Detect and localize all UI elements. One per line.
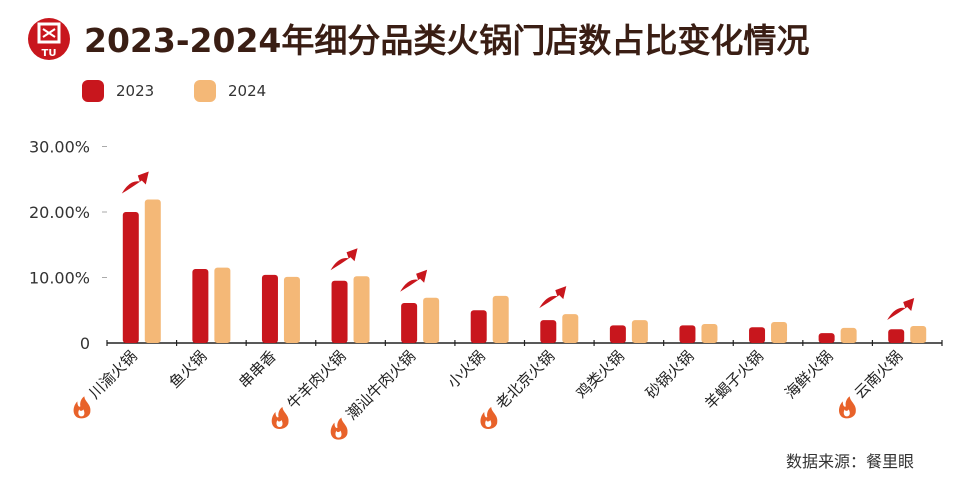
bar-2023 bbox=[331, 280, 348, 343]
bar-2023 bbox=[749, 327, 766, 343]
data-source: 数据来源：餐里眼 bbox=[786, 452, 915, 471]
legend-item-2024: 2024 bbox=[194, 80, 266, 102]
legend-label-2023: 2023 bbox=[116, 82, 155, 100]
fire-icon bbox=[271, 407, 289, 430]
trend-up-arrow-icon bbox=[400, 269, 428, 292]
bar-2024 bbox=[910, 325, 927, 343]
x-tick-label: 砂锅火锅 bbox=[642, 347, 697, 402]
bar-2023 bbox=[192, 268, 209, 343]
bar-2023 bbox=[679, 325, 696, 343]
bar-2024 bbox=[353, 276, 370, 343]
legend-swatch-2023 bbox=[82, 80, 104, 102]
bar-2024 bbox=[771, 322, 788, 343]
fire-icon bbox=[73, 396, 91, 419]
x-tick-label: 潮汕牛肉火锅 bbox=[343, 347, 419, 423]
bar-2023 bbox=[470, 310, 487, 343]
bar-2023 bbox=[540, 320, 557, 343]
page-title: 2023-2024年细分品类火锅门店数占比变化情况 bbox=[84, 21, 810, 60]
logo-icon: TU bbox=[28, 18, 70, 60]
fire-icon bbox=[330, 417, 348, 440]
x-tick-label: 串串香 bbox=[235, 347, 280, 392]
bar-2023 bbox=[609, 325, 626, 343]
y-tick-label: 20.00% bbox=[29, 203, 90, 222]
bar-2024 bbox=[562, 314, 579, 343]
bar-2023 bbox=[818, 333, 835, 343]
legend-swatch-2024 bbox=[194, 80, 216, 102]
bar-2023 bbox=[261, 274, 278, 343]
bar-2024 bbox=[214, 267, 231, 343]
bar-2024 bbox=[701, 324, 718, 343]
x-tick-label: 川渝火锅 bbox=[85, 347, 140, 402]
legend-item-2023: 2023 bbox=[82, 80, 154, 102]
x-tick-label: 鱼火锅 bbox=[166, 347, 211, 392]
trend-up-arrow-icon bbox=[121, 171, 149, 194]
trend-up-arrow-icon bbox=[887, 297, 915, 320]
x-tick-label: 老北京火锅 bbox=[492, 347, 558, 413]
bar-2024 bbox=[840, 327, 857, 343]
fire-icon bbox=[480, 407, 498, 430]
bar-2023 bbox=[122, 212, 139, 343]
x-tick-label: 鸡类火锅 bbox=[573, 347, 628, 402]
bar-2024 bbox=[492, 295, 509, 343]
bar-2023 bbox=[401, 303, 418, 343]
y-tick-label: 0 bbox=[80, 334, 90, 353]
x-tick-label: 牛羊肉火锅 bbox=[284, 347, 350, 413]
bar-2023 bbox=[888, 329, 905, 343]
logo-text: TU bbox=[42, 48, 57, 59]
x-tick-label: 羊蝎子火锅 bbox=[701, 347, 767, 413]
legend-label-2024: 2024 bbox=[228, 82, 267, 100]
bar-2024 bbox=[283, 276, 300, 343]
x-tick-label: 云南火锅 bbox=[851, 347, 906, 402]
bar-2024 bbox=[144, 199, 161, 343]
trend-up-arrow-icon bbox=[539, 286, 567, 309]
x-tick-label: 小火锅 bbox=[444, 347, 489, 392]
x-tick-label: 海鲜火锅 bbox=[781, 347, 836, 402]
fire-icon bbox=[839, 396, 856, 419]
y-tick-label: 30.00% bbox=[29, 138, 90, 157]
bar-2024 bbox=[423, 297, 440, 343]
y-tick-label: 10.00% bbox=[29, 269, 90, 288]
trend-up-arrow-icon bbox=[330, 248, 358, 271]
bar-2024 bbox=[631, 320, 648, 343]
